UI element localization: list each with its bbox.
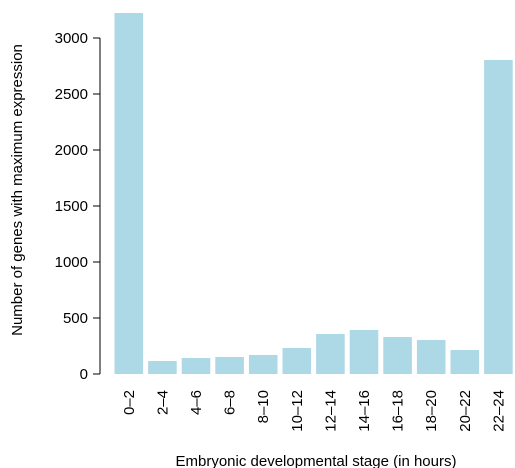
bar	[181, 357, 211, 374]
bar	[349, 329, 379, 374]
y-tick-label: 500	[63, 310, 88, 327]
bar	[248, 354, 278, 374]
x-tick-label: 14–16	[356, 390, 373, 432]
bar	[215, 356, 244, 374]
x-tick-label: 20–22	[457, 390, 474, 432]
bar	[114, 13, 144, 375]
x-tick-label: 18–20	[423, 390, 440, 432]
x-tick-label: 6–8	[222, 390, 239, 415]
x-axis-title: Embryonic developmental stage (in hours)	[176, 453, 457, 468]
x-tick-label: 10–12	[289, 390, 306, 432]
x-tick-label: 8–10	[255, 390, 272, 423]
bar	[316, 334, 345, 374]
x-tick-label: 12–14	[322, 390, 339, 432]
x-tick-label: 16–18	[390, 390, 407, 432]
bar	[282, 348, 312, 374]
y-tick-label: 3000	[55, 30, 88, 47]
bar	[450, 350, 480, 374]
y-axis-title: Number of genes with maximum expression	[9, 44, 26, 336]
bar	[416, 339, 446, 374]
y-tick-label: 2500	[55, 86, 88, 103]
y-tick-label: 2000	[55, 142, 88, 159]
x-tick-label: 4–6	[188, 390, 205, 415]
y-tick-label: 1500	[55, 198, 88, 215]
x-tick-label: 22–24	[490, 390, 507, 432]
x-tick-label: 0–2	[121, 390, 138, 415]
y-tick-label: 0	[80, 366, 88, 383]
bar	[484, 59, 513, 375]
x-tick-label: 2–4	[154, 390, 171, 415]
bar	[383, 337, 412, 374]
y-tick-label: 1000	[55, 254, 88, 271]
bar	[148, 361, 177, 374]
